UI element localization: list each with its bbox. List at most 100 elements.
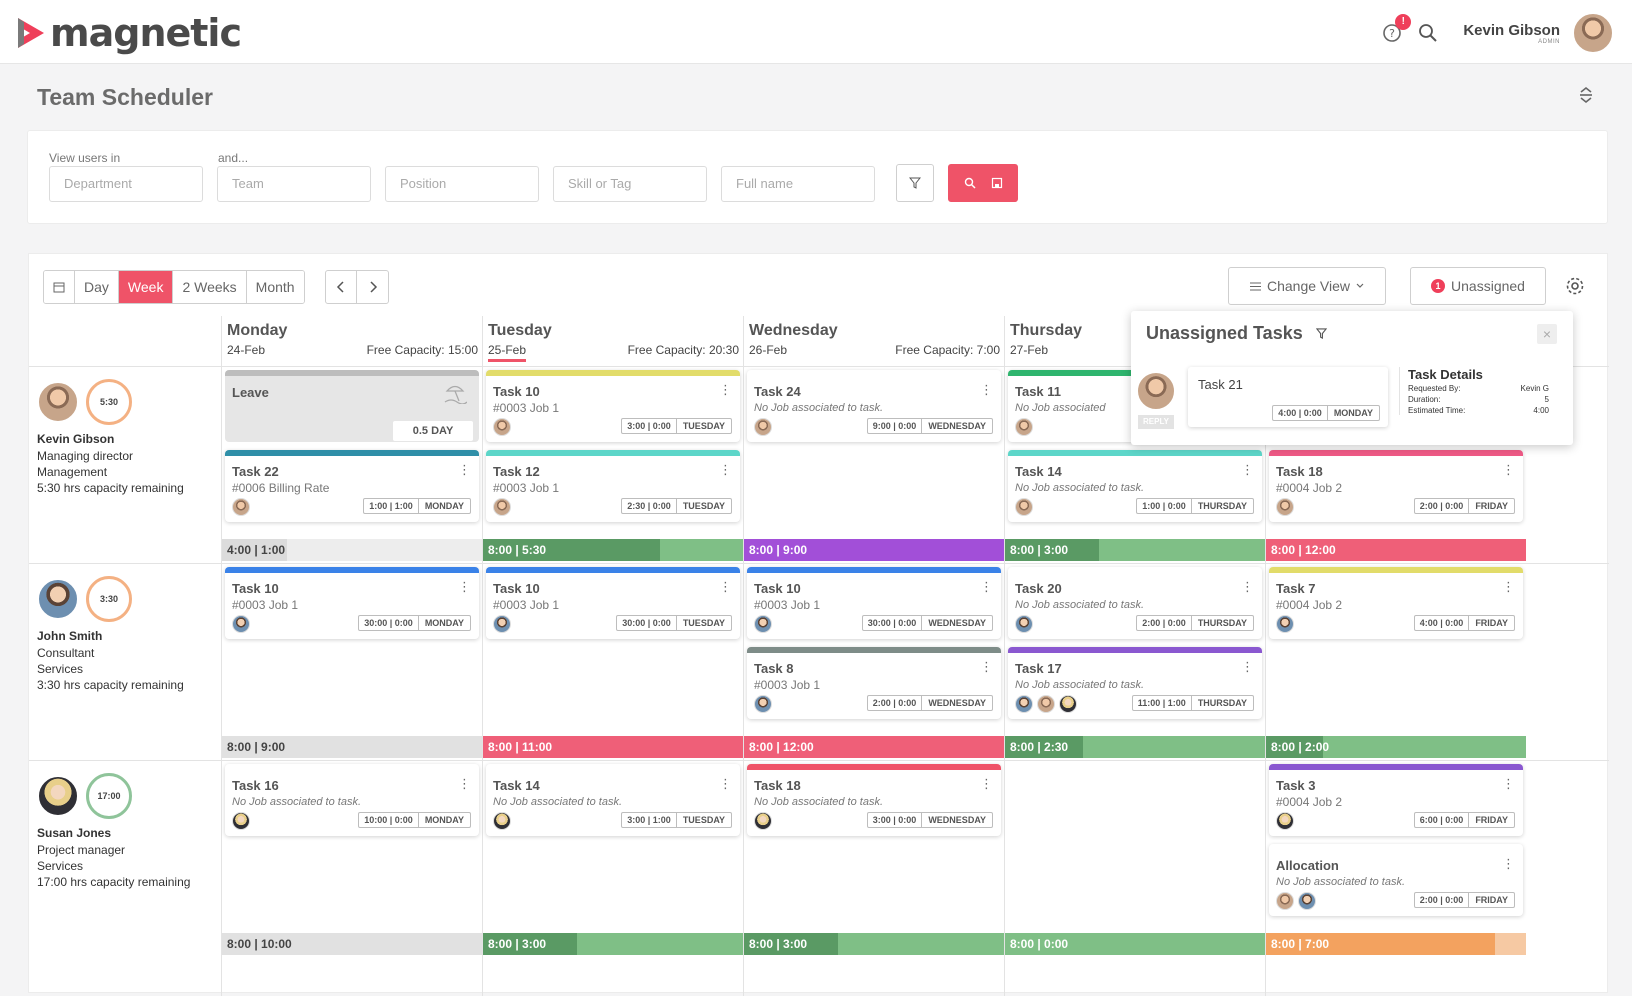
avatar[interactable] xyxy=(37,381,79,423)
task-card[interactable]: Allocation No Job associated to task. ⋮ … xyxy=(1269,844,1523,916)
department-select[interactable]: Department xyxy=(49,166,203,202)
view-week-button[interactable]: Week xyxy=(118,271,174,303)
unassigned-button[interactable]: 1 Unassigned xyxy=(1410,267,1546,305)
task-day: FRIDAY xyxy=(1475,815,1508,825)
more-options-icon[interactable]: ⋮ xyxy=(1241,659,1254,674)
unassigned-task-card[interactable]: Task 21 4:00 | 0:00 MONDAY xyxy=(1188,367,1388,427)
task-job: No Job associated to task. xyxy=(1276,876,1406,888)
task-card[interactable]: Task 20 No Job associated to task. ⋮ 2:0… xyxy=(1008,567,1262,639)
more-options-icon[interactable]: ⋮ xyxy=(1502,579,1515,594)
skill-tag-select[interactable]: Skill or Tag xyxy=(553,166,707,202)
task-job: No Job associated to task. xyxy=(754,796,884,808)
avatar[interactable] xyxy=(37,775,79,817)
task-title: Task 14 xyxy=(1015,464,1062,479)
more-options-icon[interactable]: ⋮ xyxy=(1502,776,1515,791)
collapse-icon[interactable] xyxy=(1578,86,1594,104)
avatar xyxy=(1136,371,1176,411)
more-options-icon[interactable]: ⋮ xyxy=(458,579,471,594)
filter-icon[interactable] xyxy=(1315,328,1327,339)
more-options-icon[interactable]: ⋮ xyxy=(1502,462,1515,477)
view-2-weeks-button[interactable]: 2 Weeks xyxy=(173,271,247,303)
team-select[interactable]: Team xyxy=(217,166,371,202)
more-options-icon[interactable]: ⋮ xyxy=(719,579,732,594)
filter-button[interactable] xyxy=(896,164,934,202)
task-card[interactable]: Task 16 No Job associated to task. ⋮ 10:… xyxy=(225,764,479,836)
capacity-bar-label: 8:00 | 9:00 xyxy=(749,543,808,557)
more-options-icon[interactable]: ⋮ xyxy=(719,382,732,397)
more-options-icon[interactable]: ⋮ xyxy=(980,579,993,594)
task-job: #0003 Job 1 xyxy=(493,598,560,612)
task-hours: 3:00 | 1:00 xyxy=(622,813,677,827)
position-select[interactable]: Position xyxy=(385,166,539,202)
task-card[interactable]: Task 10 #0003 Job 1 ⋮ 3:00 | 0:00 TUESDA… xyxy=(486,370,740,442)
task-card[interactable]: Task 7 #0004 Job 2 ⋮ 4:00 | 0:00 FRIDAY xyxy=(1269,567,1523,639)
calendar-button[interactable] xyxy=(44,271,75,303)
capacity-bar: 8:00 | 12:00 xyxy=(1266,539,1526,561)
assignee-avatar xyxy=(1276,892,1294,910)
view-day-button[interactable]: Day xyxy=(75,271,119,303)
assignee-avatar xyxy=(1059,695,1077,713)
avatar[interactable] xyxy=(37,578,79,620)
more-options-icon[interactable]: ⋮ xyxy=(458,462,471,477)
task-hours: 2:00 | 0:00 xyxy=(1415,893,1470,907)
view-month-button[interactable]: Month xyxy=(246,271,304,303)
assignees xyxy=(493,418,511,436)
search-icon[interactable] xyxy=(1417,22,1439,44)
task-card[interactable]: Task 18 No Job associated to task. ⋮ 3:0… xyxy=(747,764,1001,836)
capacity-bar-fill xyxy=(744,933,838,955)
task-title: Task 7 xyxy=(1276,581,1316,596)
close-button[interactable]: × xyxy=(1537,324,1557,344)
task-hours: 30:00 | 0:00 xyxy=(863,616,923,630)
user-menu[interactable]: Kevin Gibson ADMIN xyxy=(1463,22,1560,45)
change-view-button[interactable]: Change View xyxy=(1228,267,1386,305)
more-options-icon[interactable]: ⋮ xyxy=(980,659,993,674)
capacity-bar: 8:00 | 2:00 xyxy=(1266,736,1526,758)
more-options-icon[interactable]: ⋮ xyxy=(980,776,993,791)
avatar[interactable] xyxy=(1572,12,1614,54)
more-options-icon[interactable]: ⋮ xyxy=(980,382,993,397)
task-card[interactable]: Task 10 #0003 Job 1 ⋮ 30:00 | 0:00 WEDNE… xyxy=(747,567,1001,639)
task-card[interactable]: Task 22 #0006 Billing Rate ⋮ 1:00 | 1:00… xyxy=(225,450,479,522)
assignees xyxy=(1015,615,1033,633)
gear-icon[interactable] xyxy=(1564,275,1586,297)
task-card[interactable]: Task 10 #0003 Job 1 ⋮ 30:00 | 0:00 TUESD… xyxy=(486,567,740,639)
task-hours: 11:00 | 1:00 xyxy=(1133,696,1192,710)
task-card[interactable]: Task 14 No Job associated to task. ⋮ 3:0… xyxy=(486,764,740,836)
task-card[interactable]: Task 8 #0003 Job 1 ⋮ 2:00 | 0:00 WEDNESD… xyxy=(747,647,1001,719)
task-color-bar xyxy=(1269,450,1523,456)
more-options-icon[interactable]: ⋮ xyxy=(1241,462,1254,477)
task-color-bar xyxy=(747,567,1001,573)
capacity-bar-fill xyxy=(744,736,1004,758)
reply-button[interactable]: REPLY xyxy=(1138,415,1174,429)
task-hours-pill: 2:00 | 0:00 WEDNESDAY xyxy=(866,695,993,711)
assignees xyxy=(232,498,250,516)
capacity-bar: 8:00 | 2:30 xyxy=(1005,736,1265,758)
more-options-icon[interactable]: ⋮ xyxy=(458,776,471,791)
requested-by-value: Kevin G xyxy=(1520,384,1549,393)
full-name-input[interactable]: Full name xyxy=(721,166,875,202)
next-button[interactable] xyxy=(357,271,388,303)
task-card[interactable]: Task 17 No Job associated to task. ⋮ 11:… xyxy=(1008,647,1262,719)
more-options-icon[interactable]: ⋮ xyxy=(719,776,732,791)
capacity-bar-label: 8:00 | 3:00 xyxy=(488,937,547,951)
capacity-bar: 8:00 | 3:00 xyxy=(1005,539,1265,561)
more-options-icon[interactable]: ⋮ xyxy=(1241,579,1254,594)
logo[interactable]: magnetic xyxy=(16,14,242,52)
more-options-icon[interactable]: ⋮ xyxy=(719,462,732,477)
task-card[interactable]: Task 18 #0004 Job 2 ⋮ 2:00 | 0:00 FRIDAY xyxy=(1269,450,1523,522)
capacity-bar-label: 8:00 | 2:30 xyxy=(1010,740,1069,754)
task-card[interactable]: Task 24 No Job associated to task. ⋮ 9:0… xyxy=(747,370,1001,442)
search-button[interactable] xyxy=(948,164,1018,202)
task-card[interactable]: Task 14 No Job associated to task. ⋮ 1:0… xyxy=(1008,450,1262,522)
help-button[interactable]: ? ! xyxy=(1381,14,1412,44)
task-card[interactable]: Task 3 #0004 Job 2 ⋮ 6:00 | 0:00 FRIDAY xyxy=(1269,764,1523,836)
leave-card[interactable]: Leave 0.5 DAY xyxy=(225,370,479,442)
capacity-bar-label: 8:00 | 5:30 xyxy=(488,543,547,557)
task-card[interactable]: Task 10 #0003 Job 1 ⋮ 30:00 | 0:00 MONDA… xyxy=(225,567,479,639)
task-hours-pill: 2:00 | 0:00 FRIDAY xyxy=(1413,498,1515,514)
capacity-bar: 8:00 | 9:00 xyxy=(744,539,1004,561)
task-card[interactable]: Task 12 #0003 Job 1 ⋮ 2:30 | 0:00 TUESDA… xyxy=(486,450,740,522)
more-options-icon[interactable]: ⋮ xyxy=(1502,856,1515,871)
prev-button[interactable] xyxy=(326,271,357,303)
capacity-bar-label: 8:00 | 3:00 xyxy=(749,937,808,951)
